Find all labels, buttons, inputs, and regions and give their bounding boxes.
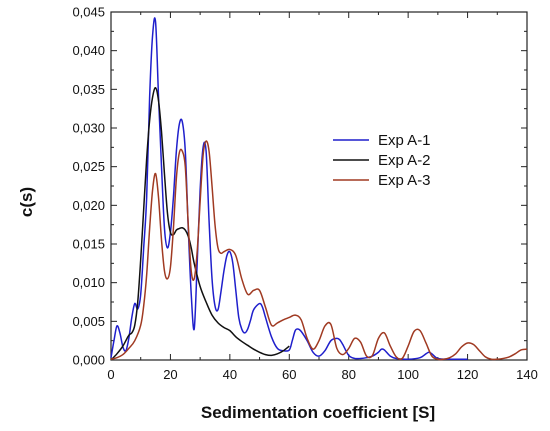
legend-label-exp-a-2: Exp A-2 xyxy=(378,152,431,169)
y-tick-label: 0,005 xyxy=(72,314,105,329)
series-layer xyxy=(110,17,528,361)
y-tick-label: 0,015 xyxy=(72,237,105,252)
x-tick-label: 0 xyxy=(107,367,114,382)
x-tick-label: 140 xyxy=(516,367,538,382)
series-line-exp-a-3 xyxy=(110,140,528,361)
x-axis: 0 20 40 60 80 100 120 140 xyxy=(107,12,538,382)
x-tick-label: 40 xyxy=(223,367,237,382)
x-tick-label: 80 xyxy=(341,367,355,382)
y-tick-label: 0,045 xyxy=(72,5,105,20)
x-axis-title: Sedimentation coefficient [S] xyxy=(201,403,435,422)
y-tick-label: 0,025 xyxy=(72,159,105,174)
legend-label-exp-a-1: Exp A-1 xyxy=(378,132,431,149)
y-axis: 0,000 0,005 0,010 0,015 0,020 0,025 0,030 0,035… xyxy=(72,5,527,368)
legend: Exp A-1 Exp A-2 Exp A-3 xyxy=(333,132,431,189)
y-tick-label: 0,030 xyxy=(72,121,105,136)
x-tick-label: 20 xyxy=(163,367,177,382)
y-tick-label: 0,035 xyxy=(72,82,105,97)
series-line-exp-a-2 xyxy=(110,87,290,361)
x-tick-label: 60 xyxy=(282,367,296,382)
x-tick-label: 100 xyxy=(397,367,419,382)
x-tick-label: 120 xyxy=(457,367,479,382)
plot-area xyxy=(110,11,528,361)
legend-label-exp-a-3: Exp A-3 xyxy=(378,172,431,189)
y-tick-label: 0,000 xyxy=(72,353,105,368)
plot-frame xyxy=(110,11,528,361)
y-tick-label: 0,040 xyxy=(72,43,105,58)
y-tick-label: 0,010 xyxy=(72,275,105,290)
y-tick-label: 0,020 xyxy=(72,198,105,213)
y-axis-title: c(s) xyxy=(17,187,36,217)
